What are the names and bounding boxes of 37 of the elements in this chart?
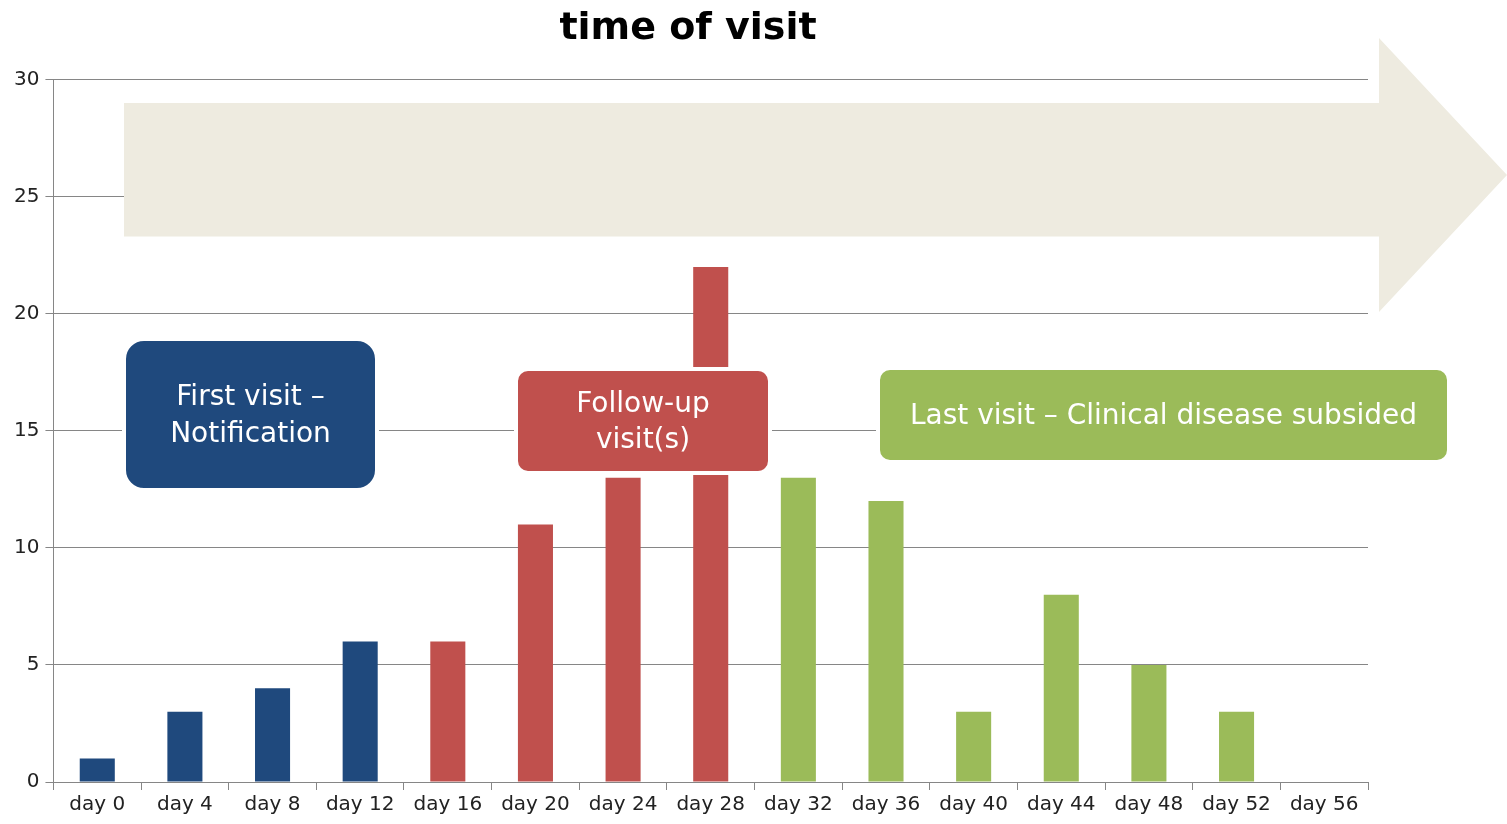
bar xyxy=(605,477,641,782)
y-tick-label: 0 xyxy=(26,768,40,793)
x-tick-label: day 36 xyxy=(851,791,921,816)
bar xyxy=(1043,594,1079,782)
x-tick-label: day 40 xyxy=(939,791,1008,816)
x-tick-label: day 12 xyxy=(325,791,395,816)
y-tick-label: 30 xyxy=(14,65,40,90)
bar xyxy=(79,758,115,782)
bar xyxy=(342,641,378,782)
x-tick-label: day 32 xyxy=(764,791,833,816)
x-tick-label: day 56 xyxy=(1289,791,1359,816)
x-tick-label: day 28 xyxy=(676,791,746,816)
bar xyxy=(780,477,816,782)
x-tick-label: day 48 xyxy=(1114,791,1184,816)
callout-box: Follow-up visit(s) xyxy=(514,367,772,475)
y-tick-label: 15 xyxy=(14,417,40,441)
y-tick-label: 20 xyxy=(14,299,40,324)
bar xyxy=(255,688,291,782)
x-tick-label: day 52 xyxy=(1202,791,1271,816)
x-tick-label: day 44 xyxy=(1026,791,1096,816)
x-tick-label: day 16 xyxy=(413,791,483,816)
bar xyxy=(517,524,553,782)
bar xyxy=(430,641,466,782)
x-tick-label: day 8 xyxy=(244,791,301,816)
y-tick-label: 10 xyxy=(14,534,40,559)
x-tick-label: day 24 xyxy=(588,791,658,816)
bar xyxy=(1219,711,1255,782)
bar xyxy=(1131,664,1167,782)
bar xyxy=(956,711,992,782)
bar xyxy=(868,501,904,782)
x-tick-label: day 0 xyxy=(69,791,126,816)
x-tick-label: day 4 xyxy=(156,791,213,816)
y-tick-label: 25 xyxy=(14,182,40,207)
x-tick-label: day 20 xyxy=(501,791,570,816)
y-tick-label: 5 xyxy=(26,651,40,676)
chart-title: time of visit xyxy=(559,3,817,48)
bar xyxy=(167,711,203,782)
